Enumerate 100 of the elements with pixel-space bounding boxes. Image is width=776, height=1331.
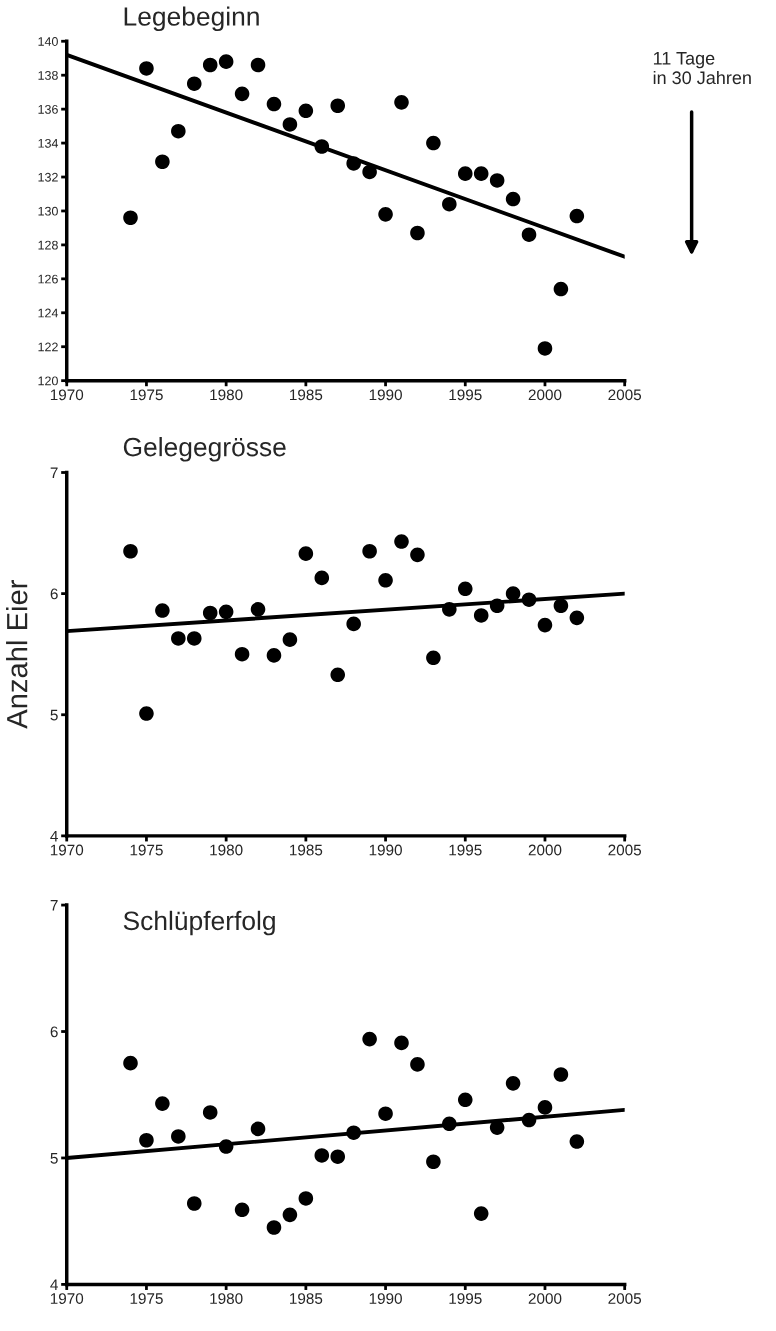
point xyxy=(346,616,361,632)
point xyxy=(442,196,457,212)
point xyxy=(426,135,441,151)
point xyxy=(362,164,377,180)
chart-title: Legebeginn xyxy=(124,6,259,32)
point xyxy=(330,667,346,683)
y-tick-label: 5 xyxy=(50,1153,58,1164)
point xyxy=(569,610,585,626)
x-tick-label: 1970 xyxy=(50,844,84,856)
point xyxy=(155,154,170,170)
point xyxy=(346,156,361,171)
x-tick-label: 2005 xyxy=(608,1293,642,1304)
point xyxy=(218,54,234,69)
point xyxy=(362,1031,377,1047)
point xyxy=(298,103,314,119)
point xyxy=(330,1149,346,1164)
point xyxy=(202,1105,218,1120)
point xyxy=(186,1196,202,1211)
y-tick-label: 120 xyxy=(38,376,58,386)
point xyxy=(489,1120,505,1135)
point xyxy=(426,650,441,666)
point xyxy=(314,1148,330,1163)
y-tick-label: 136 xyxy=(38,104,58,114)
x-tick-label: 1990 xyxy=(369,389,402,401)
point xyxy=(139,61,154,76)
x-tick-label: 2000 xyxy=(528,844,562,856)
point xyxy=(537,1100,553,1115)
x-tick-label: 2000 xyxy=(528,1293,562,1304)
point xyxy=(553,598,569,614)
point xyxy=(426,1154,441,1170)
point xyxy=(282,117,298,132)
point xyxy=(553,1067,569,1082)
point xyxy=(266,1220,282,1235)
point xyxy=(171,1129,186,1144)
x-tick-label: 1980 xyxy=(210,1293,243,1304)
point xyxy=(330,98,346,114)
point xyxy=(346,1125,361,1140)
point xyxy=(218,1139,234,1154)
point xyxy=(155,603,170,618)
x-tick-label: 2000 xyxy=(528,389,562,401)
point xyxy=(457,1092,473,1108)
point xyxy=(171,123,186,139)
point xyxy=(234,646,250,662)
x-tick-label: 1990 xyxy=(369,844,402,856)
point xyxy=(505,1076,521,1091)
point xyxy=(569,208,585,224)
x-tick-label: 1975 xyxy=(130,389,163,401)
point xyxy=(457,166,473,181)
y-tick-label: 128 xyxy=(38,240,58,250)
point xyxy=(410,225,425,241)
point xyxy=(521,227,537,243)
x-tick-label: 1995 xyxy=(449,1293,482,1304)
point xyxy=(521,592,537,607)
point xyxy=(537,617,553,633)
y-tick-label: 134 xyxy=(38,138,59,148)
point xyxy=(123,210,138,226)
point xyxy=(298,546,314,561)
point xyxy=(266,96,282,112)
point xyxy=(250,57,266,73)
y-tick-label: 140 xyxy=(38,37,58,46)
x-tick-label: 2005 xyxy=(608,844,642,856)
point xyxy=(394,1035,409,1051)
y-tick-label: 7 xyxy=(50,467,58,479)
point xyxy=(442,602,457,617)
x-tick-label: 1985 xyxy=(290,1293,323,1304)
point xyxy=(410,547,425,563)
point xyxy=(505,191,521,207)
point xyxy=(314,139,330,154)
point xyxy=(186,631,202,646)
point xyxy=(537,341,553,356)
point xyxy=(171,631,186,646)
point xyxy=(186,76,202,91)
point xyxy=(123,1055,138,1071)
point xyxy=(394,534,409,549)
x-tick-label: 1975 xyxy=(130,1293,163,1304)
y-tick-label: 6 xyxy=(50,1026,58,1038)
point xyxy=(521,1112,537,1128)
x-tick-label: 1980 xyxy=(210,844,243,856)
y-tick-label: 138 xyxy=(38,71,58,80)
point xyxy=(489,598,505,614)
y-tick-label: 5 xyxy=(50,709,58,721)
x-tick-label: 1995 xyxy=(449,844,482,856)
point xyxy=(250,602,266,617)
point xyxy=(505,586,521,601)
y-tick-label: 4 xyxy=(50,830,58,842)
x-tick-label: 1985 xyxy=(290,389,323,401)
text: 11 Tage in 30 Jahren xyxy=(653,52,751,85)
point xyxy=(202,57,218,73)
point xyxy=(489,173,505,188)
point xyxy=(442,1116,457,1132)
x-tick-label: 1980 xyxy=(210,389,243,401)
x-tick-label: 1995 xyxy=(449,389,482,401)
x-tick-label: 1970 xyxy=(50,389,84,401)
point xyxy=(362,543,377,559)
x-tick-label: 1970 xyxy=(50,1293,84,1304)
x-tick-label: 2005 xyxy=(608,389,642,401)
point xyxy=(282,632,298,647)
point xyxy=(234,86,250,102)
point xyxy=(155,1096,170,1111)
chart-title: Gelegegrösse xyxy=(123,437,286,462)
